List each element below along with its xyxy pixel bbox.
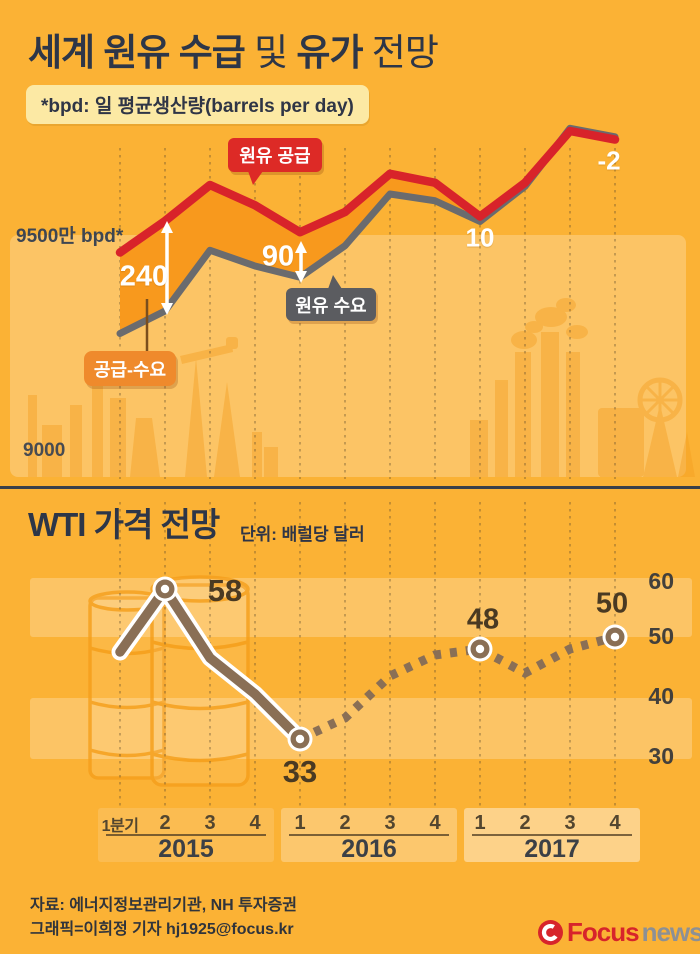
source-credit: 자료: 에너지정보관리기관, NH 투자증권 <box>30 897 298 914</box>
logo-text-news: news <box>641 917 700 947</box>
point-label-48: 48 <box>466 603 500 636</box>
wti-line <box>111 576 628 752</box>
quarter-label: 4 <box>429 812 441 834</box>
bpd-note: *bpd: 일 평균생산량(barrels per day) <box>26 85 369 124</box>
quarter-axis-rule <box>472 834 632 836</box>
quarter-label: 3 <box>204 812 216 834</box>
legend-gap-label: 공급-수요 <box>93 359 167 380</box>
gap-value-10: 10 <box>465 222 495 253</box>
title-part: 전망 <box>362 32 439 73</box>
supply-demand-gap-fill <box>120 128 615 334</box>
gap-value-minus2: -2 <box>597 145 621 176</box>
legend-bubble-gap: 공급-수요 <box>84 351 176 386</box>
legend-supply-label: 원유 공급 <box>239 146 311 166</box>
wti-unit-label: 단위: 배럴당 달러 <box>240 525 365 544</box>
title-part: 유가 <box>296 32 363 73</box>
axis-label-9000: 9000 <box>23 440 66 461</box>
skyline-decor <box>28 298 695 477</box>
graphic-credit: 그래픽=이희정 기자 hj1925@focus.kr <box>30 921 294 938</box>
gap-arrow-90 <box>295 241 307 283</box>
section-divider <box>0 486 700 489</box>
gap-value-90: 90 <box>261 240 295 273</box>
quarter-label: 4 <box>249 812 261 834</box>
quarter-axis-rule <box>106 834 266 836</box>
quarter-label: 2 <box>339 812 351 834</box>
axis-label-9500: 9500만 bpd* <box>16 226 124 247</box>
quarter-label: 2 <box>159 812 171 834</box>
ytick-50: 50 <box>648 623 674 649</box>
gap-arrow-240 <box>161 221 173 315</box>
gap-value-240: 240 <box>119 260 169 293</box>
ytick-60: 60 <box>648 568 674 594</box>
quarter-label: 1분기 <box>101 818 139 835</box>
year-label: 2016 <box>341 835 397 863</box>
quarter-label: 1 <box>294 812 306 834</box>
point-label-33: 33 <box>282 754 318 789</box>
legend-bubble-supply: 원유 공급 <box>228 138 322 185</box>
quarter-axis-rule <box>289 834 449 836</box>
ytick-40: 40 <box>648 683 674 709</box>
page-title: 세계 원유 수급 및 유가 전망 <box>28 22 439 76</box>
logo-text-focus: Focus <box>567 917 640 947</box>
title-part: 및 <box>244 32 297 73</box>
year-label: 2017 <box>524 835 580 863</box>
title-part: 세계 원유 수급 <box>28 32 246 73</box>
quarter-label: 3 <box>564 812 576 834</box>
year-band-2015: 2015 <box>98 808 274 863</box>
ytick-30: 30 <box>648 743 674 769</box>
point-label-50: 50 <box>595 587 629 620</box>
focusnews-logo: Focus news <box>537 917 700 948</box>
quarter-label: 4 <box>609 812 621 834</box>
focusnews-logo-icon <box>538 920 563 945</box>
quarter-label: 1 <box>474 812 486 834</box>
legend-bubble-demand: 원유 수요 <box>286 275 376 321</box>
wti-gridlines <box>119 502 616 806</box>
year-label: 2015 <box>158 835 214 863</box>
wti-chart-title: WTI 가격 전망 <box>28 506 220 543</box>
quarter-label: 2 <box>519 812 531 834</box>
quarter-label: 3 <box>384 812 396 834</box>
supply-demand-lines <box>115 124 620 337</box>
point-label-58: 58 <box>207 573 243 608</box>
year-band-2017: 2017 <box>464 808 640 863</box>
year-band-2016: 2016 <box>281 808 457 863</box>
legend-demand-label: 원유 수요 <box>295 295 367 316</box>
